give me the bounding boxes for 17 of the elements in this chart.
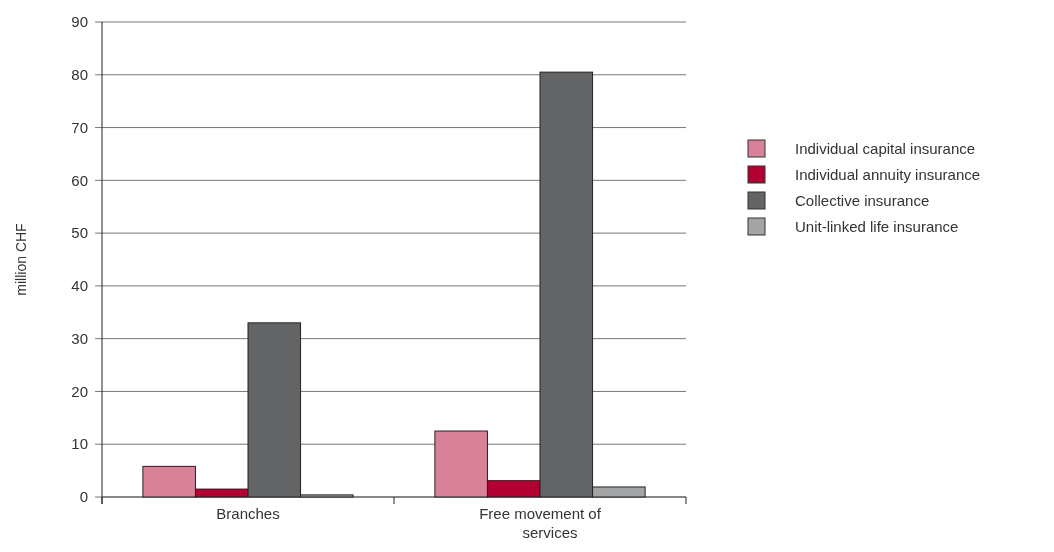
- y-tick-label: 30: [71, 329, 88, 347]
- x-tick-label: Free movement of services: [479, 505, 602, 541]
- y-tick-label: 10: [71, 435, 88, 453]
- y-tick-label: 90: [71, 13, 88, 31]
- y-tick-label: 0: [79, 488, 88, 506]
- y-tick-label: 60: [71, 171, 88, 189]
- y-tick-label: 40: [71, 277, 88, 295]
- legend-label: Collective insurance: [795, 192, 930, 210]
- legend-label: Unit-linked life insurance: [795, 218, 959, 236]
- y-tick-label: 80: [71, 66, 88, 84]
- y-tick-label: 50: [71, 224, 88, 242]
- legend-label: Individual capital insurance: [795, 140, 976, 158]
- y-axis-title: million CHF: [13, 223, 29, 296]
- x-tick-label: Branches: [216, 505, 280, 522]
- legend-label: Individual annuity insurance: [795, 166, 981, 184]
- y-tick-label: 20: [71, 382, 88, 400]
- y-tick-label: 70: [71, 118, 88, 136]
